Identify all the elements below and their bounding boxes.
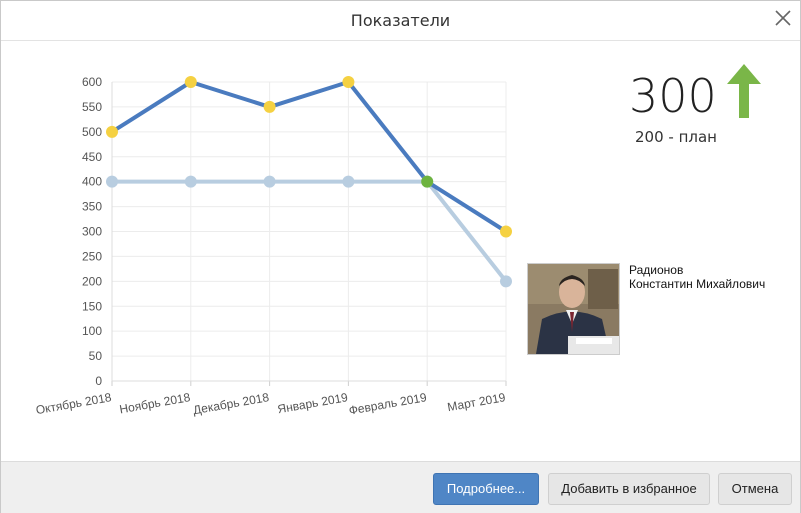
close-icon[interactable] bbox=[774, 9, 792, 27]
data-point-series-1 bbox=[500, 225, 512, 238]
data-point-series-1 bbox=[342, 76, 355, 88]
arrow-up-icon bbox=[727, 64, 761, 118]
data-point-series-1 bbox=[421, 175, 434, 188]
person-photo bbox=[527, 263, 620, 355]
y-tick-label: 400 bbox=[82, 175, 102, 189]
line-chart: 0 50 100 150 200 250 300 350 400 450 500 550 600 Октя… bbox=[35, 75, 512, 418]
y-tick-label: 350 bbox=[82, 200, 102, 214]
x-tick-label: Январь 2019 bbox=[276, 390, 349, 416]
data-point-series-2 bbox=[342, 175, 355, 188]
data-point-series-1 bbox=[106, 125, 118, 138]
kpi-plan: 200 - план bbox=[635, 128, 717, 146]
add-to-favorites-button[interactable]: Добавить в избранное bbox=[548, 473, 710, 505]
data-point-series-2 bbox=[263, 175, 276, 188]
x-tick-label: Октябрь 2018 bbox=[35, 390, 113, 417]
x-tick-label: Март 2019 bbox=[446, 390, 507, 414]
x-tick-label: Декабрь 2018 bbox=[192, 390, 270, 417]
y-tick-label: 450 bbox=[82, 150, 102, 164]
data-point-series-2 bbox=[500, 275, 512, 288]
person-last-name: Радионов bbox=[629, 263, 684, 277]
y-tick-label: 150 bbox=[82, 299, 102, 313]
dialog-footer: Подробнее... Добавить в избранное Отмена bbox=[1, 461, 800, 513]
y-tick-label: 0 bbox=[95, 374, 102, 388]
x-tick-label: Ноябрь 2018 bbox=[118, 390, 191, 416]
data-point-series-2 bbox=[106, 175, 118, 188]
dialog-titlebar: Показатели bbox=[1, 1, 800, 41]
details-button[interactable]: Подробнее... bbox=[433, 473, 539, 505]
dialog-title: Показатели bbox=[350, 11, 451, 30]
y-tick-label: 100 bbox=[82, 324, 102, 338]
y-tick-label: 250 bbox=[82, 249, 102, 263]
series-line-2 bbox=[112, 179, 508, 283]
kpi-value: 300 bbox=[629, 69, 717, 123]
series-line-1 bbox=[110, 80, 508, 234]
y-tick-label: 550 bbox=[82, 100, 102, 114]
data-point-series-2 bbox=[184, 175, 197, 188]
person-first-name: Константин Михайлович bbox=[629, 277, 766, 291]
y-tick-label: 500 bbox=[82, 125, 102, 139]
y-tick-label: 50 bbox=[89, 349, 103, 363]
x-tick-label: Февраль 2019 bbox=[348, 390, 428, 418]
cancel-button[interactable]: Отмена bbox=[718, 473, 792, 505]
data-point-series-1 bbox=[263, 100, 276, 113]
person-name: Радионов Константин Михайлович bbox=[629, 263, 765, 291]
data-point-series-1 bbox=[184, 76, 197, 88]
y-tick-label: 200 bbox=[82, 274, 102, 288]
y-tick-label: 600 bbox=[82, 75, 102, 89]
y-tick-label: 300 bbox=[82, 225, 102, 239]
